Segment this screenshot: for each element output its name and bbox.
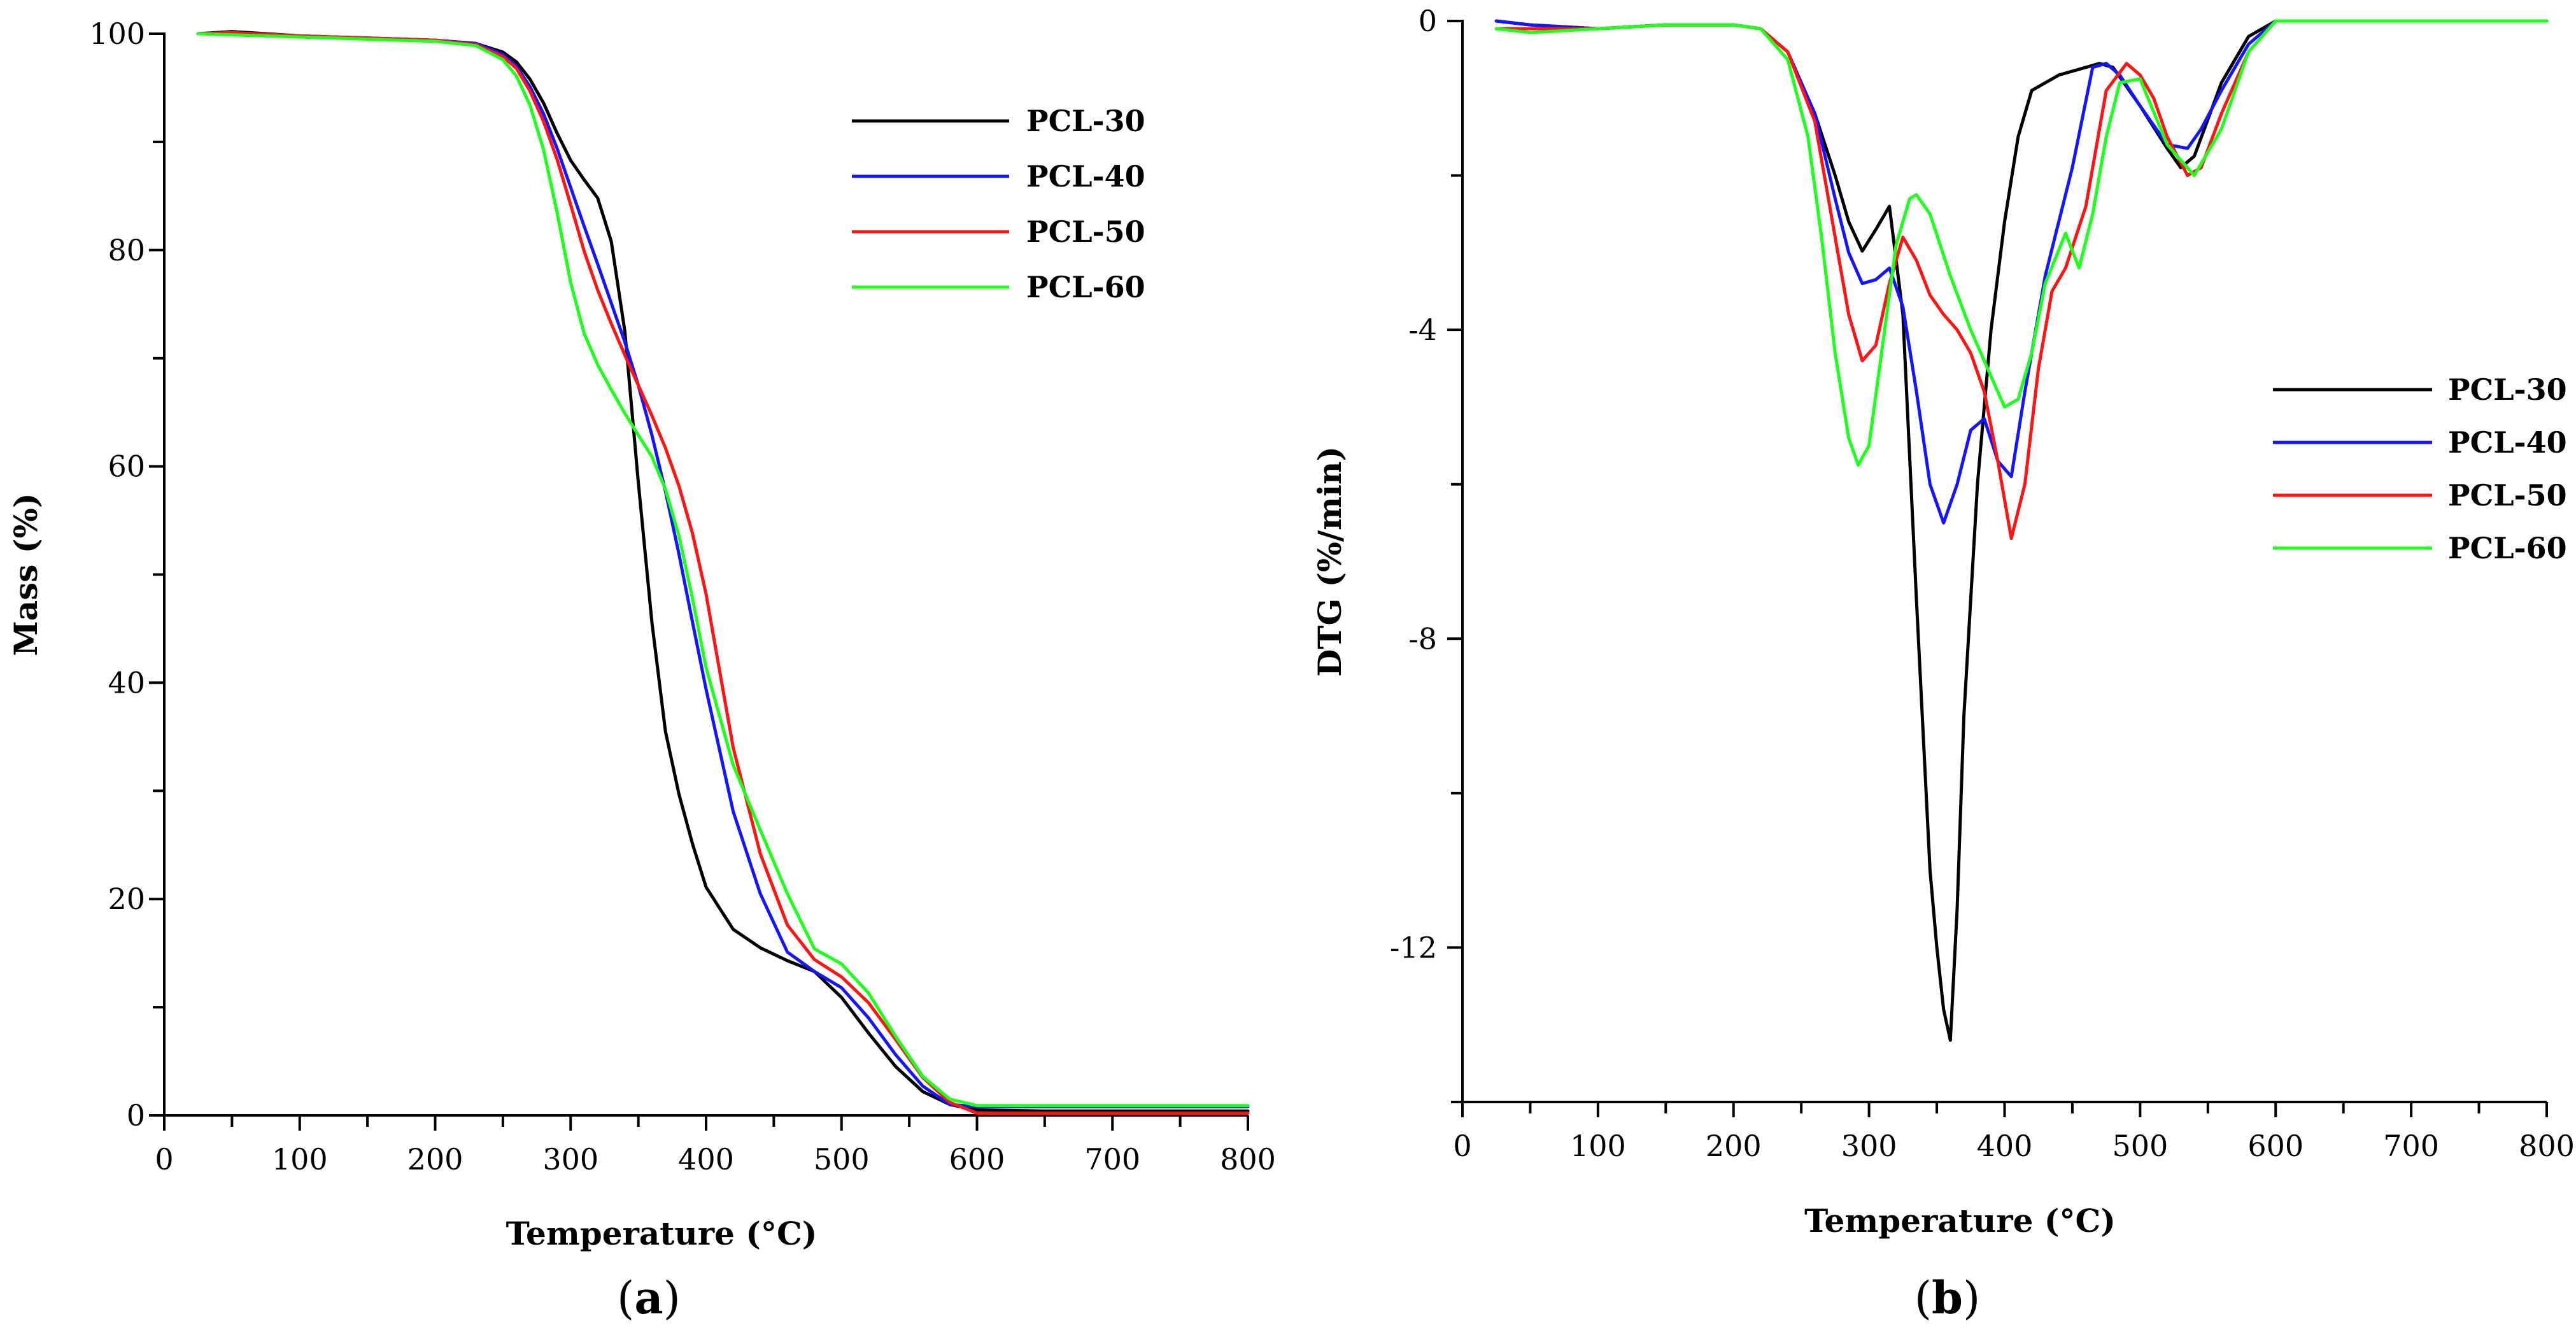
- panel-b-panel-label: (b): [1914, 1271, 1981, 1324]
- panel-b-x-tick-label: 300: [1841, 1129, 1897, 1163]
- panel-b-x-tick-label: 400: [1977, 1129, 2033, 1163]
- panel-a-y-tick-label: 40: [108, 665, 145, 700]
- panel-b-x-tick-label: 200: [1706, 1129, 1762, 1163]
- panel-a-legend-label-pcl-30: PCL-30: [1026, 104, 1145, 138]
- panel-b-series-line-pcl-30: [1494, 19, 2549, 1042]
- panel-a-x-tick-label: 200: [407, 1142, 464, 1176]
- panel-a-x-tick-label: 700: [1084, 1142, 1140, 1176]
- panel-b-legend-label-pcl-40: PCL-40: [2448, 425, 2567, 460]
- panel-b-x-tick-label: 100: [1570, 1129, 1626, 1163]
- panel-b-y-tick-label: -4: [1408, 313, 1437, 347]
- panel-a-panel-label: (a): [617, 1271, 681, 1324]
- panel-a-x-tick-label: 0: [155, 1142, 173, 1176]
- panel-b-x-tick-label: 600: [2247, 1129, 2304, 1163]
- panel-a-x-tick-label: 500: [814, 1142, 870, 1176]
- panel-b-legend-label-pcl-60: PCL-60: [2448, 531, 2567, 565]
- panel-a-series-line-pcl-40: [196, 31, 1250, 1108]
- panel-b-y-tick-label: 0: [1419, 4, 1437, 38]
- panel-a-legend-label-pcl-50: PCL-50: [1026, 215, 1145, 249]
- panel-a-x-tick-label: 300: [542, 1142, 598, 1176]
- panel-a-series-line-pcl-60: [196, 32, 1250, 1108]
- panel-b-legend-label-pcl-50: PCL-50: [2448, 478, 2567, 512]
- panel-b-y-axis-label: DTG (%/min): [1311, 446, 1348, 677]
- panel-b-x-tick-label: 800: [2519, 1129, 2575, 1163]
- panel-b-x-axis-label: Temperature (°C): [1804, 1202, 2116, 1240]
- panel-a-legend-label-pcl-60: PCL-60: [1026, 270, 1145, 304]
- panel-a-x-tick-label: 400: [678, 1142, 734, 1176]
- panel-b-series-line-pcl-50: [1494, 19, 2549, 540]
- panel-a-series-line-pcl-50: [196, 31, 1250, 1115]
- panel-a-x-tick-label: 800: [1220, 1142, 1276, 1176]
- panel-b-series-line-pcl-60: [1494, 19, 2549, 467]
- panel-a-y-axis-label: Mass (%): [7, 493, 45, 656]
- panel-b-x-tick-label: 0: [1453, 1129, 1471, 1163]
- panel-a-x-tick-label: 600: [949, 1142, 1005, 1176]
- panel-b-x-tick-label: 500: [2112, 1129, 2168, 1163]
- panel-b-dtg-chart: 0 100 200 300 400 500 600 700 800 -12 -8 -4 0 Tempera…: [1311, 4, 2575, 1324]
- panel-b-series-line-pcl-40: [1494, 19, 2549, 525]
- panel-a-y-tick-label: 20: [108, 882, 145, 916]
- panel-a-mass-chart: 0 100 200 300 400 500 600 700 800 0 20 40 60 80 100 Tem…: [7, 17, 1276, 1324]
- panel-a-y-tick-label: 60: [108, 449, 145, 484]
- panel-a-y-tick-label: 100: [89, 17, 145, 51]
- panel-a-x-axis-label: Temperature (°C): [506, 1215, 817, 1252]
- panel-b-x-tick-label: 700: [2383, 1129, 2439, 1163]
- panel-b-y-tick-label: -8: [1408, 621, 1437, 656]
- panel-a-y-tick-label: 80: [108, 233, 145, 267]
- panel-b-legend-label-pcl-30: PCL-30: [2448, 372, 2567, 407]
- panel-b-y-tick-label: -12: [1390, 930, 1437, 964]
- panel-a-x-tick-label: 100: [272, 1142, 328, 1176]
- panel-a-y-tick-label: 0: [127, 1098, 145, 1133]
- panel-a-legend-label-pcl-40: PCL-40: [1026, 159, 1145, 194]
